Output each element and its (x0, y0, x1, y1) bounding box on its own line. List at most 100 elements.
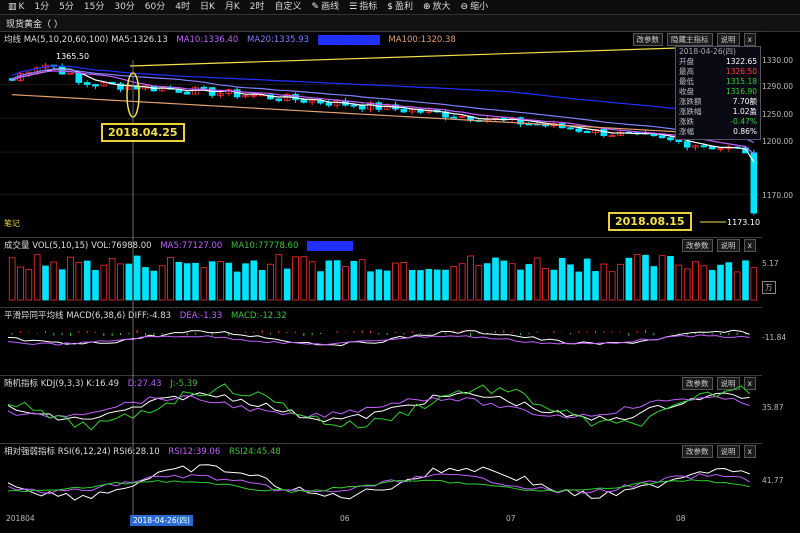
volume-bar (417, 270, 424, 301)
toolbar-indicator-button[interactable]: ☰ 指标 (345, 0, 381, 15)
info-row: 涨跌幅 1.02盈 (679, 107, 757, 116)
vol-close-button[interactable]: x (743, 239, 756, 252)
database-icon: ☰ (349, 1, 358, 12)
volume-bar (142, 267, 149, 301)
candle-body (450, 116, 458, 119)
kdj-j-line (7, 383, 751, 431)
candlestick-icon: ▥ (8, 1, 17, 12)
candle-body (125, 85, 133, 90)
candle-body (742, 147, 749, 154)
candle-body (308, 99, 316, 103)
annotation-trend-line (129, 47, 679, 67)
toolbar-day-button[interactable]: 日K (199, 1, 215, 12)
volume-bar (633, 254, 641, 301)
volume-bar (433, 269, 441, 301)
candle-body (75, 72, 83, 83)
zoom-in-icon: ⊕ (422, 1, 431, 12)
candle-body (325, 102, 333, 106)
candle-body (83, 82, 91, 85)
candle-body (700, 145, 708, 148)
volume-bar (750, 267, 758, 301)
volume-bar (400, 262, 408, 301)
volume-bar (317, 271, 324, 301)
volume-bar (300, 256, 308, 301)
toolbar-m30-button[interactable]: 30分 (114, 1, 135, 12)
volume-bar (592, 271, 599, 301)
volume-bar (175, 261, 183, 301)
volume-bar (250, 260, 258, 301)
toolbar-m60-button[interactable]: 60分 (144, 1, 166, 12)
toolbar-zoomout-button[interactable]: ⊖ 缩小 (457, 0, 493, 15)
volume-axis: 5.17 万 (762, 259, 779, 294)
toolbar-custom-button[interactable]: 自定义 (274, 1, 302, 12)
hide-main-indicator-button[interactable]: 隐藏主指标 (667, 33, 713, 46)
volume-bar (17, 266, 24, 301)
ma60-line (11, 65, 754, 119)
volume-panel: 成交量 VOL(5,10,15) VOL:76988.00 MA5:77127.… (0, 237, 762, 304)
candle-body (300, 99, 308, 103)
kdj-k-line (7, 391, 750, 423)
volume-bar (258, 270, 266, 301)
volume-bar (567, 264, 574, 301)
volume-bar (8, 257, 16, 301)
volume-bar (700, 265, 708, 301)
rsi-axis: 41.77 (762, 476, 784, 485)
toolbar-m1-button[interactable]: 1分 (34, 1, 50, 12)
vol-edit-params-button[interactable]: 改参数 (682, 239, 713, 252)
candle-body (667, 137, 674, 141)
volume-bar (108, 258, 116, 301)
volume-bar (150, 270, 158, 301)
rsi-explain-button[interactable]: 说明 (716, 445, 740, 458)
toolbar-profit-button[interactable]: $ 盈利 (383, 0, 417, 15)
candle-body (92, 84, 99, 87)
volume-bar (500, 260, 508, 301)
volume-bar (458, 263, 466, 301)
rsi-edit-params-button[interactable]: 改参数 (682, 445, 713, 458)
kdj-close-button[interactable]: x (743, 377, 756, 390)
rsi-close-button[interactable]: x (743, 445, 756, 458)
candle-body (750, 152, 758, 214)
candle-body (683, 141, 691, 148)
toolbar-h4-button[interactable]: 4时 (175, 1, 190, 12)
info-row: 最低 1315.18 (679, 77, 757, 86)
toolbar-h2-button[interactable]: 2时 (249, 1, 265, 12)
toolbar-m15-button[interactable]: 15分 (83, 1, 105, 12)
ohlc-info-box: 2018-04-26(四) 开盘 1322.65 最高 1326.50 最低 1315.1… (675, 46, 761, 140)
vol-explain-button[interactable]: 说明 (716, 239, 740, 252)
toolbar-month-button[interactable]: 月K (224, 1, 240, 12)
candle-body (358, 105, 366, 110)
volume-bar (600, 263, 608, 301)
candle-body (658, 135, 666, 139)
volume-bar (50, 261, 58, 301)
toolbar-k-button[interactable]: ▥ K (4, 0, 28, 15)
volume-bar (708, 269, 716, 301)
rsi-panel: 相对强弱指标 RSI(6,12,24) RSI6:28.10 RSI12:39.… (0, 443, 762, 514)
kdj-explain-button[interactable]: 说明 (716, 377, 740, 390)
toolbar: ▥ K 1分 5分 15分 30分 60分 4时 日K 月K 2时 自定义 ✎ 画线 ☰ 指标 $ 盈利 ⊕ 放大 ⊖ 缩… (0, 0, 800, 15)
toolbar-zoomin-button[interactable]: ⊕ 放大 (419, 0, 455, 15)
volume-bar (650, 266, 658, 301)
volume-bar (58, 269, 66, 301)
close-button[interactable]: x (743, 33, 756, 46)
candle-body (617, 131, 624, 136)
volume-bar (683, 268, 691, 301)
edit-params-button[interactable]: 改参数 (632, 33, 664, 46)
volume-bar (100, 264, 108, 301)
candle-body (242, 95, 249, 98)
notes-label: 笔记 (4, 219, 20, 228)
kdj-edit-params-button[interactable]: 改参数 (682, 377, 713, 390)
volume-bar (517, 269, 524, 301)
candle-body (67, 72, 74, 75)
rsi24-line (7, 479, 750, 493)
volume-bar (442, 269, 449, 301)
explain-button[interactable]: 说明 (716, 33, 740, 46)
volume-bar (25, 269, 33, 301)
volume-bar (617, 263, 624, 301)
toolbar-m5-button[interactable]: 5分 (59, 1, 74, 12)
volume-bar (583, 258, 591, 301)
candle-body (458, 115, 466, 118)
high-price-label: 1365.50 (56, 52, 90, 61)
candle-body (675, 139, 683, 142)
volume-bar (75, 262, 83, 301)
toolbar-draw-button[interactable]: ✎ 画线 (308, 0, 344, 15)
